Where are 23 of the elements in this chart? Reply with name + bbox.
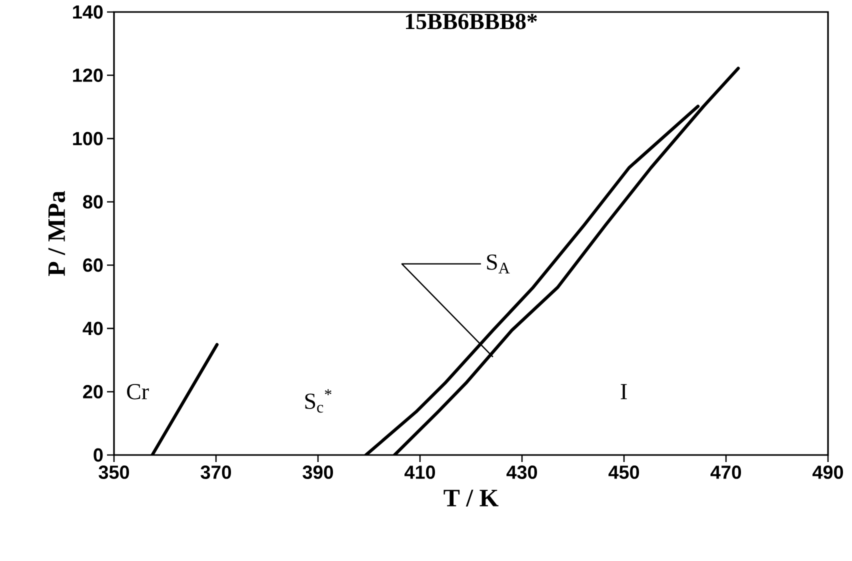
x-tick-label: 470: [710, 466, 742, 479]
annotation: Cr: [127, 384, 149, 400]
annotation: S$_{A}$: [487, 254, 510, 274]
x-tick-label: 350: [98, 466, 130, 479]
x-tick-label: 450: [608, 466, 640, 479]
y-tick-label: 60: [83, 258, 103, 272]
x-tick-label: 410: [404, 466, 436, 479]
x-axis-title: T / K: [444, 490, 498, 506]
annotation: I: [620, 384, 627, 400]
y-tick-label: 20: [83, 385, 103, 398]
annotation: S$_{c}$*: [305, 389, 332, 413]
y-tick-label: 0: [94, 448, 103, 462]
chart-title: 15BB6BBB8*: [406, 14, 537, 30]
x-tick-label: 430: [506, 466, 538, 479]
y-tick-label: 40: [82, 322, 103, 336]
x-tick-label: 490: [812, 466, 844, 479]
y-tick-label: 140: [73, 5, 103, 19]
x-tick-label: 390: [302, 466, 334, 479]
y-tick-label: 120: [73, 68, 103, 82]
x-tick-label: 370: [200, 466, 232, 479]
y-axis-title: P / MPa: [48, 191, 66, 276]
y-tick-label: 80: [83, 195, 103, 209]
y-tick-label: 100: [73, 132, 103, 146]
